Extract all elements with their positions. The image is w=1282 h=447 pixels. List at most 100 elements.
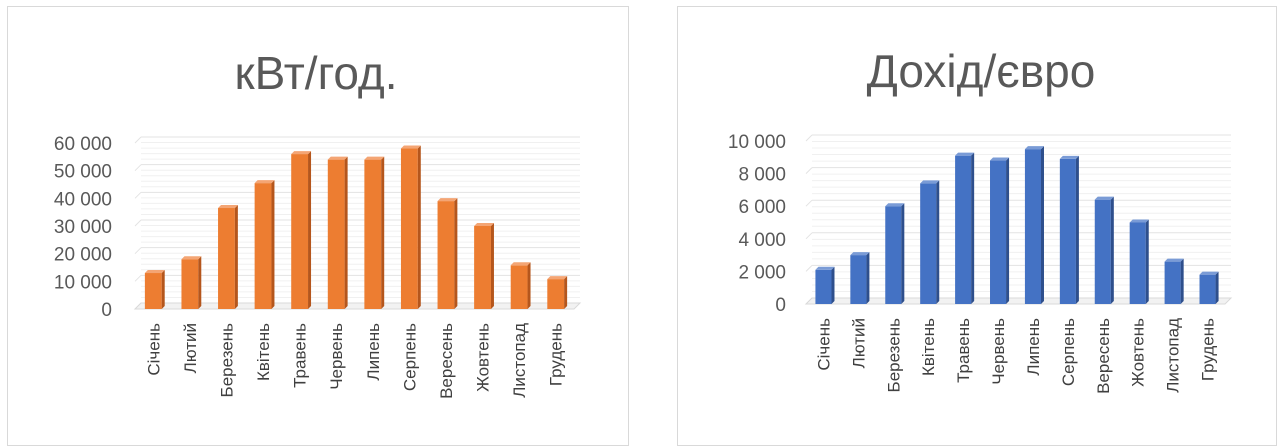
bar-top: [437, 198, 458, 202]
bar-side: [417, 145, 421, 309]
bar-side: [831, 266, 835, 304]
bar-group: [181, 256, 202, 309]
x-category-label: Березень: [217, 323, 236, 398]
gridlines: [805, 134, 1231, 305]
bar-side: [971, 152, 975, 304]
bar: [1094, 199, 1111, 304]
bar: [364, 159, 382, 309]
bar-group: [1129, 219, 1149, 304]
gridline: [805, 232, 813, 240]
bar: [144, 273, 162, 309]
bar-group: [474, 223, 494, 309]
bar-side: [564, 276, 568, 309]
x-category-label: Червень: [989, 318, 1008, 385]
bar: [254, 183, 272, 309]
bar-side: [308, 151, 312, 309]
bar-side: [161, 270, 165, 309]
bar-side: [381, 156, 385, 309]
gridline: [805, 265, 813, 272]
x-category-label: Лютий: [849, 318, 868, 368]
bar-top: [144, 270, 165, 274]
bar-side: [234, 205, 238, 309]
gridline: [134, 247, 142, 255]
bar-top: [885, 203, 905, 207]
bar-side: [271, 180, 275, 309]
x-category-label: Липень: [1024, 318, 1043, 376]
bar: [510, 265, 528, 309]
bar: [1199, 274, 1216, 304]
bar-side: [527, 262, 531, 309]
gridline: [805, 167, 813, 174]
bar-top: [254, 180, 275, 184]
bar: [1024, 149, 1041, 304]
bar-group: [885, 203, 905, 304]
bar: [955, 155, 972, 304]
bar: [437, 201, 455, 309]
bar: [474, 226, 491, 309]
bar-group: [400, 145, 421, 309]
bar-side: [198, 256, 202, 309]
bar-side: [1006, 157, 1010, 304]
bar-group: [1199, 271, 1219, 304]
y-tick-label: 60 000: [54, 134, 112, 155]
bar: [815, 269, 832, 304]
bar-top: [920, 180, 940, 184]
y-tick-label: 10 000: [728, 132, 786, 153]
gridline: [134, 191, 142, 199]
bar: [547, 279, 565, 309]
bar: [990, 160, 1007, 304]
bar-side: [1145, 219, 1149, 304]
x-category-label: Січень: [144, 323, 163, 376]
bar-top: [400, 145, 421, 149]
bar-top: [1164, 258, 1184, 262]
y-tick-label: 20 000: [54, 245, 112, 266]
bar-group: [815, 266, 835, 304]
bar: [181, 259, 199, 309]
x-category-label: Липень: [364, 323, 383, 381]
bar-group: [1094, 196, 1114, 304]
gridline: [134, 164, 142, 172]
bar-top: [1129, 219, 1149, 223]
bar: [218, 208, 235, 309]
x-category-label: Серпень: [1059, 318, 1078, 386]
bar-side: [866, 252, 870, 304]
chart-svg-income: Дохід/євро 0 2 000 4 000 6 000 8 000 10 000 Сі…: [728, 45, 1233, 394]
bar-top: [291, 151, 312, 155]
bar-group: [291, 151, 312, 309]
bar-top: [218, 205, 238, 209]
y-tick-label: 2 000: [738, 262, 786, 283]
bar-top: [547, 276, 568, 280]
bar: [291, 154, 309, 309]
bar-group: [1059, 155, 1079, 304]
x-category-label: Вересень: [1094, 318, 1113, 394]
bar-side: [344, 156, 348, 309]
bar-top: [364, 156, 385, 160]
gridlines: [134, 136, 580, 310]
chart-panel-kwh: кВт/год. 0 10 000 20 000 30 000 40 000 50 000…: [7, 6, 629, 446]
bar: [920, 183, 937, 304]
x-category-label: Вересень: [437, 323, 456, 399]
gridline: [134, 136, 142, 144]
x-category-label: Квітень: [254, 323, 273, 381]
y-tick-label: 40 000: [54, 189, 112, 210]
chart-floor: [804, 297, 1233, 305]
y-tick-label: 6 000: [738, 197, 786, 218]
chart-floor: [133, 302, 582, 310]
bar-top: [1059, 155, 1079, 159]
bar: [1059, 158, 1076, 304]
bar-top: [850, 252, 870, 256]
bar-group: [327, 156, 348, 309]
bar-group: [920, 180, 940, 304]
bar-side: [1215, 271, 1219, 304]
bar-top: [1094, 196, 1114, 200]
x-category-label: Серпень: [400, 323, 419, 391]
bar-side: [1180, 258, 1184, 304]
bar-top: [474, 223, 494, 226]
x-category-label: Жовтень: [474, 323, 493, 392]
x-category-label: Червень: [327, 323, 346, 390]
bar-top: [510, 262, 531, 266]
bar-group: [547, 276, 568, 309]
x-category-label: Жовтень: [1129, 318, 1148, 387]
bar: [885, 206, 902, 304]
y-tick-label: 8 000: [738, 165, 786, 186]
